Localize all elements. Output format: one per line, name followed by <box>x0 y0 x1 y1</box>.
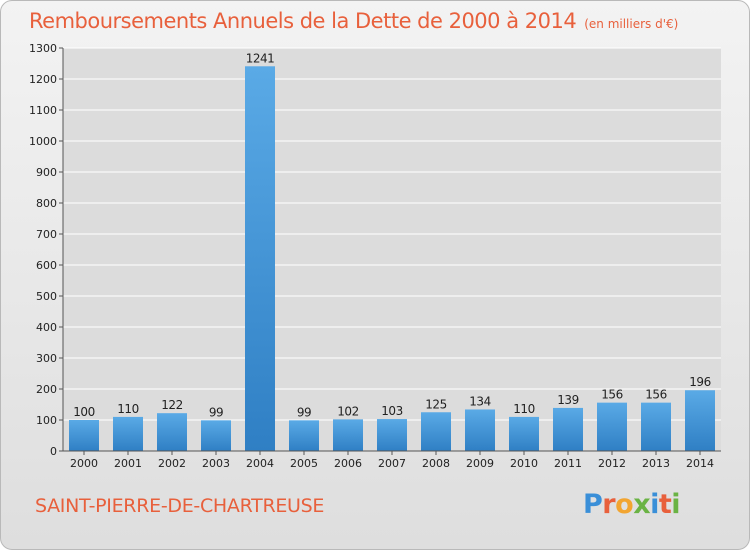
y-tick-label: 500 <box>36 290 57 303</box>
x-tick-label: 2005 <box>290 457 318 470</box>
bar-2014 <box>685 390 715 451</box>
x-tick-label: 2010 <box>510 457 538 470</box>
x-tick-label: 2003 <box>202 457 230 470</box>
y-tick-label: 1100 <box>29 104 57 117</box>
bars <box>69 66 715 451</box>
bar-2009 <box>465 409 495 451</box>
commune-name: SAINT-PIERRE-DE-CHARTREUSE <box>35 495 325 517</box>
bar-2011 <box>553 407 583 451</box>
data-label: 134 <box>469 394 490 408</box>
chart-subtitle: (en milliers d'€) <box>584 17 679 31</box>
x-tick-label: 2000 <box>70 457 98 470</box>
bar-2006 <box>333 419 363 451</box>
data-label: 122 <box>161 398 182 412</box>
x-tick-label: 2002 <box>158 457 186 470</box>
y-tick-label: 1200 <box>29 73 57 86</box>
data-label: 110 <box>513 402 534 416</box>
data-label: 156 <box>601 388 622 402</box>
data-label: 103 <box>381 404 402 418</box>
bar-2000 <box>69 420 99 451</box>
data-label: 125 <box>425 397 446 411</box>
bar-2012 <box>597 402 627 451</box>
y-tick-label: 400 <box>36 321 57 334</box>
chart-title-text: Remboursements Annuels de la Dette de 20… <box>29 9 577 33</box>
y-axis: 0 100 200 300 400 500 600 700 800 900 1000 1100 1200… <box>29 42 64 458</box>
data-label: 139 <box>557 393 578 407</box>
x-tick-label: 2004 <box>246 457 274 470</box>
bar-2004 <box>245 66 275 451</box>
plot-area <box>63 48 721 451</box>
logo-letter: r <box>602 489 616 520</box>
y-tick-label: 800 <box>36 197 57 210</box>
data-label: 102 <box>337 404 358 418</box>
x-tick-label: 2011 <box>554 457 582 470</box>
logo-letter: i <box>650 489 659 520</box>
bar-2008 <box>421 412 451 451</box>
bar-2010 <box>509 416 539 451</box>
x-tick-label: 2009 <box>466 457 494 470</box>
x-tick-label: 2008 <box>422 457 450 470</box>
bar-2005 <box>289 420 319 451</box>
y-tick-label: 700 <box>36 228 57 241</box>
x-axis: 2000 2001 2002 2003 2004 2005 2006 2007 2008 2009… <box>63 450 721 470</box>
data-label: 100 <box>73 405 94 419</box>
x-tick-label: 2001 <box>114 457 142 470</box>
x-tick-label: 2006 <box>334 457 362 470</box>
x-tick-label: 2013 <box>642 457 670 470</box>
x-tick-label: 2012 <box>598 457 626 470</box>
bar-2003 <box>201 420 231 451</box>
data-label: 156 <box>645 388 666 402</box>
logo-letter: i <box>671 489 681 520</box>
logo-letter: o <box>615 489 634 520</box>
bar-2002 <box>157 413 187 451</box>
logo-letter: x <box>633 489 651 520</box>
proxiti-logo: Proxiti <box>583 489 693 525</box>
bar-2001 <box>113 416 143 451</box>
y-tick-label: 300 <box>36 352 57 365</box>
y-tick-label: 900 <box>36 166 57 179</box>
logo-letter: t <box>658 489 672 520</box>
data-labels: 100 110 122 99 1241 99 102 103 125 134 110 139 156 15… <box>73 51 711 419</box>
x-tick-label: 2007 <box>378 457 406 470</box>
y-tick-label: 1000 <box>29 135 57 148</box>
bar-2007 <box>377 419 407 451</box>
y-tick-label: 100 <box>36 414 57 427</box>
y-tick-label: 200 <box>36 383 57 396</box>
data-label: 99 <box>297 405 311 419</box>
y-tick-label: 0 <box>50 445 57 458</box>
x-tick-label: 2014 <box>686 457 714 470</box>
data-label: 1241 <box>246 51 275 65</box>
y-tick-label: 1300 <box>29 42 57 55</box>
data-label: 110 <box>117 402 138 416</box>
grid-lines <box>63 47 721 452</box>
logo-letter: P <box>583 489 603 520</box>
chart-title: Remboursements Annuels de la Dette de 20… <box>29 9 678 33</box>
y-tick-label: 600 <box>36 259 57 272</box>
data-label: 99 <box>209 405 223 419</box>
data-label: 196 <box>689 375 710 389</box>
bar-2013 <box>641 402 671 451</box>
